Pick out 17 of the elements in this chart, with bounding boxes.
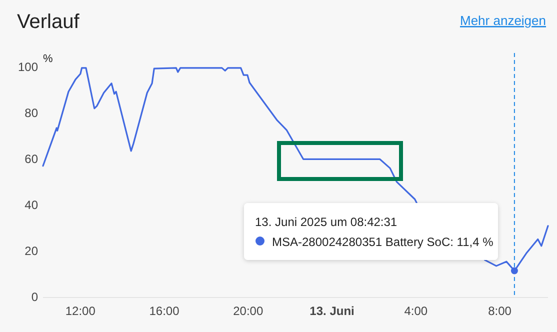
y-tick-label: 100 — [18, 60, 38, 74]
x-tick-label: 12:00 — [65, 304, 96, 318]
annotation: 13. Juni 2025 um 08:42:31 — [255, 215, 398, 229]
y-tick-label: 40 — [24, 198, 38, 212]
x-tick-label: 16:00 — [149, 304, 180, 318]
y-tick-label: 20 — [24, 244, 38, 258]
y-tick-label: 0 — [31, 290, 38, 304]
annotation: MSA-280024280351 Battery SoC: 11,4 % — [272, 235, 494, 249]
y-axis-title: % — [43, 53, 53, 65]
x-tick-label: 20:00 — [233, 304, 264, 318]
y-tick-label: 60 — [24, 152, 38, 166]
y-tick-label: 80 — [24, 106, 38, 120]
x-tick-label: 13. Juni — [310, 304, 354, 318]
x-tick-label: 8:00 — [488, 304, 512, 318]
chart-title: Verlauf — [17, 11, 80, 33]
text: Mehr anzeigen — [460, 13, 546, 28]
x-tick-label: 4:00 — [404, 304, 428, 318]
